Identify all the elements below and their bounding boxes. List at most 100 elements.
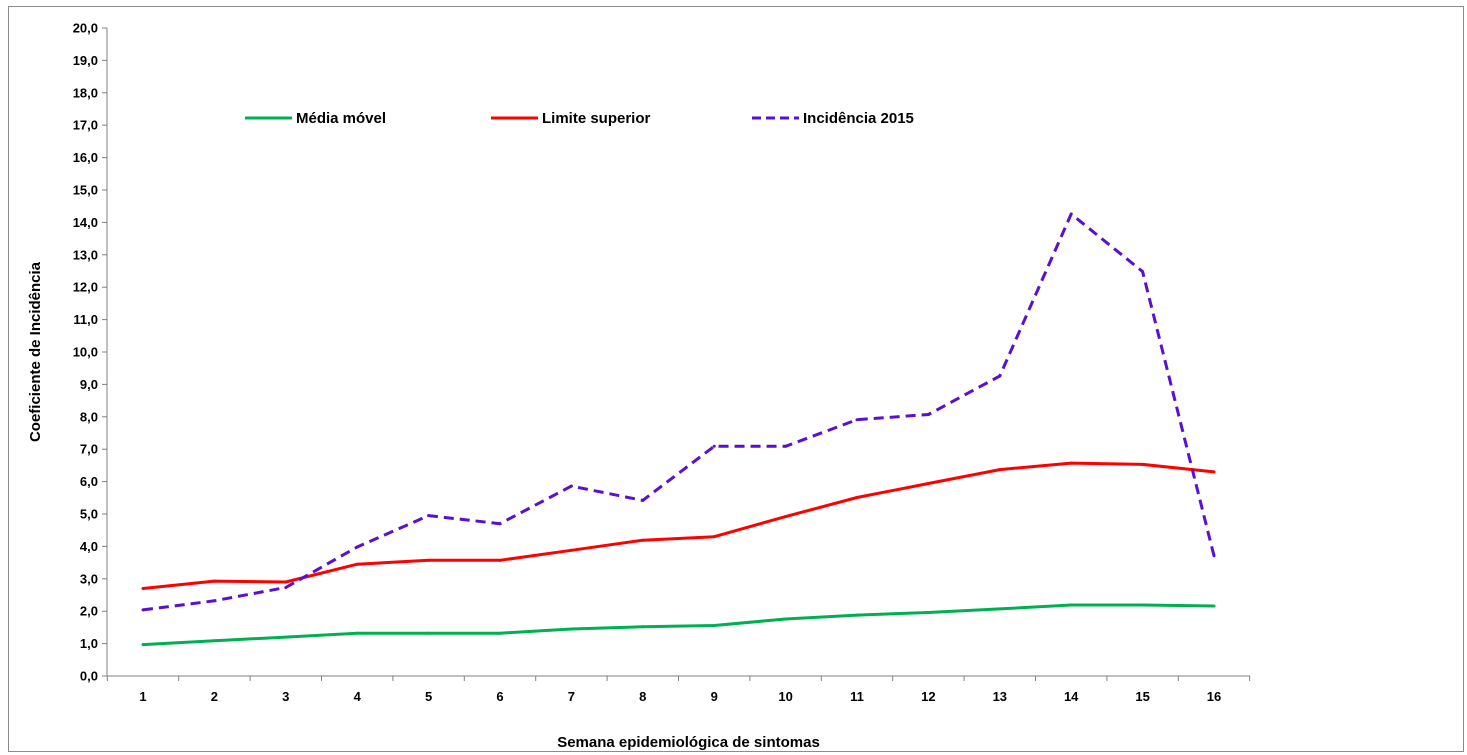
x-tick-label: 14 — [1064, 689, 1079, 704]
data-point — [212, 579, 216, 583]
y-tick-label: 9,0 — [80, 377, 98, 392]
series-line-1 — [142, 603, 1215, 647]
y-tick-label: 1,0 — [80, 636, 98, 651]
x-tick-label: 16 — [1207, 689, 1221, 704]
data-point — [498, 522, 502, 526]
legend-label: Limite superior — [542, 110, 651, 127]
x-tick-label: 2 — [211, 689, 218, 704]
series-lines — [141, 212, 1216, 647]
data-point — [926, 610, 930, 614]
chart-frame — [8, 6, 1464, 752]
data-point — [1069, 212, 1073, 216]
y-tick-label: 15,0 — [73, 183, 98, 198]
data-point — [141, 587, 145, 591]
y-tick-label: 16,0 — [73, 150, 98, 165]
y-axis-title: Coeficiente de Incidência — [27, 261, 44, 442]
data-point — [1212, 604, 1216, 608]
data-point — [284, 586, 288, 590]
data-point — [1212, 470, 1216, 474]
x-tick-label: 4 — [354, 689, 362, 704]
data-point — [355, 562, 359, 566]
y-tick-label: 20,0 — [73, 21, 98, 36]
y-tick-label: 3,0 — [80, 571, 98, 586]
data-point — [926, 482, 930, 486]
x-tick-label: 8 — [639, 689, 646, 704]
y-tick-label: 19,0 — [73, 53, 98, 68]
data-point — [498, 631, 502, 635]
x-tick-label: 1 — [139, 689, 146, 704]
data-point — [141, 608, 145, 612]
data-point — [926, 413, 930, 417]
y-tick-label: 12,0 — [73, 280, 98, 295]
data-point — [1212, 554, 1216, 558]
y-tick-label: 7,0 — [80, 442, 98, 457]
series-line-2 — [142, 461, 1215, 590]
y-tick-label: 17,0 — [73, 118, 98, 133]
data-point — [855, 495, 859, 499]
data-point — [998, 607, 1002, 611]
data-point — [569, 548, 573, 552]
data-point — [427, 514, 431, 518]
data-point — [569, 484, 573, 488]
x-tick-label: 5 — [425, 689, 432, 704]
data-point — [1141, 270, 1145, 274]
x-tick-label: 6 — [496, 689, 503, 704]
data-point — [712, 444, 716, 448]
data-point — [212, 599, 216, 603]
legend: Média móvel Limite superior Incidência 201… — [245, 110, 914, 127]
x-axis-title: Semana epidemiológica de sintomas — [557, 734, 820, 751]
data-point — [498, 558, 502, 562]
y-tick-label: 0,0 — [80, 669, 98, 684]
data-point — [355, 545, 359, 549]
data-point — [1069, 461, 1073, 465]
data-point — [284, 635, 288, 639]
data-point — [284, 580, 288, 584]
y-tick-label: 6,0 — [80, 474, 98, 489]
data-point — [855, 418, 859, 422]
data-point — [712, 623, 716, 627]
axes — [102, 27, 1251, 681]
series-line-3 — [142, 212, 1216, 612]
legend-label: Incidência 2015 — [803, 110, 914, 127]
data-point — [355, 631, 359, 635]
data-point — [998, 374, 1002, 378]
y-tick-label: 11,0 — [73, 312, 98, 327]
data-point — [641, 538, 645, 542]
y-tick-label: 5,0 — [80, 507, 98, 522]
data-point — [569, 627, 573, 631]
data-point — [1141, 603, 1145, 607]
y-tick-label: 13,0 — [73, 247, 98, 262]
y-tick-label: 18,0 — [73, 85, 98, 100]
y-tick-label: 14,0 — [73, 215, 98, 230]
data-point — [427, 631, 431, 635]
data-point — [641, 625, 645, 629]
y-tick-labels: 0,0 1,0 2,0 3,0 4,0 5,0 6,0 7,0 8,0 9,0 10,0 11,0 12… — [73, 21, 98, 684]
y-tick-label: 4,0 — [80, 539, 98, 554]
data-point — [427, 558, 431, 562]
data-point — [212, 639, 216, 643]
y-tick-label: 10,0 — [73, 345, 98, 360]
x-tick-label: 9 — [711, 689, 718, 704]
data-point — [712, 535, 716, 539]
y-tick-label: 8,0 — [80, 409, 98, 424]
data-point — [998, 468, 1002, 472]
x-tick-label: 13 — [993, 689, 1007, 704]
data-point — [1069, 603, 1073, 607]
data-point — [784, 515, 788, 519]
legend-label: Média móvel — [296, 110, 386, 127]
x-tick-label: 15 — [1135, 689, 1149, 704]
x-tick-label: 12 — [921, 689, 935, 704]
data-point — [784, 444, 788, 448]
data-point — [141, 643, 145, 647]
y-tick-label: 2,0 — [80, 604, 98, 619]
x-tick-labels: 1 2 3 4 5 6 7 8 9 10 11 12 13 14 15 16 — [139, 689, 1221, 704]
data-point — [641, 498, 645, 502]
data-point — [855, 613, 859, 617]
x-tick-label: 10 — [778, 689, 792, 704]
x-tick-label: 3 — [282, 689, 289, 704]
x-tick-label: 11 — [850, 689, 864, 704]
data-point — [1141, 462, 1145, 466]
data-point — [784, 617, 788, 621]
x-tick-label: 7 — [568, 689, 575, 704]
